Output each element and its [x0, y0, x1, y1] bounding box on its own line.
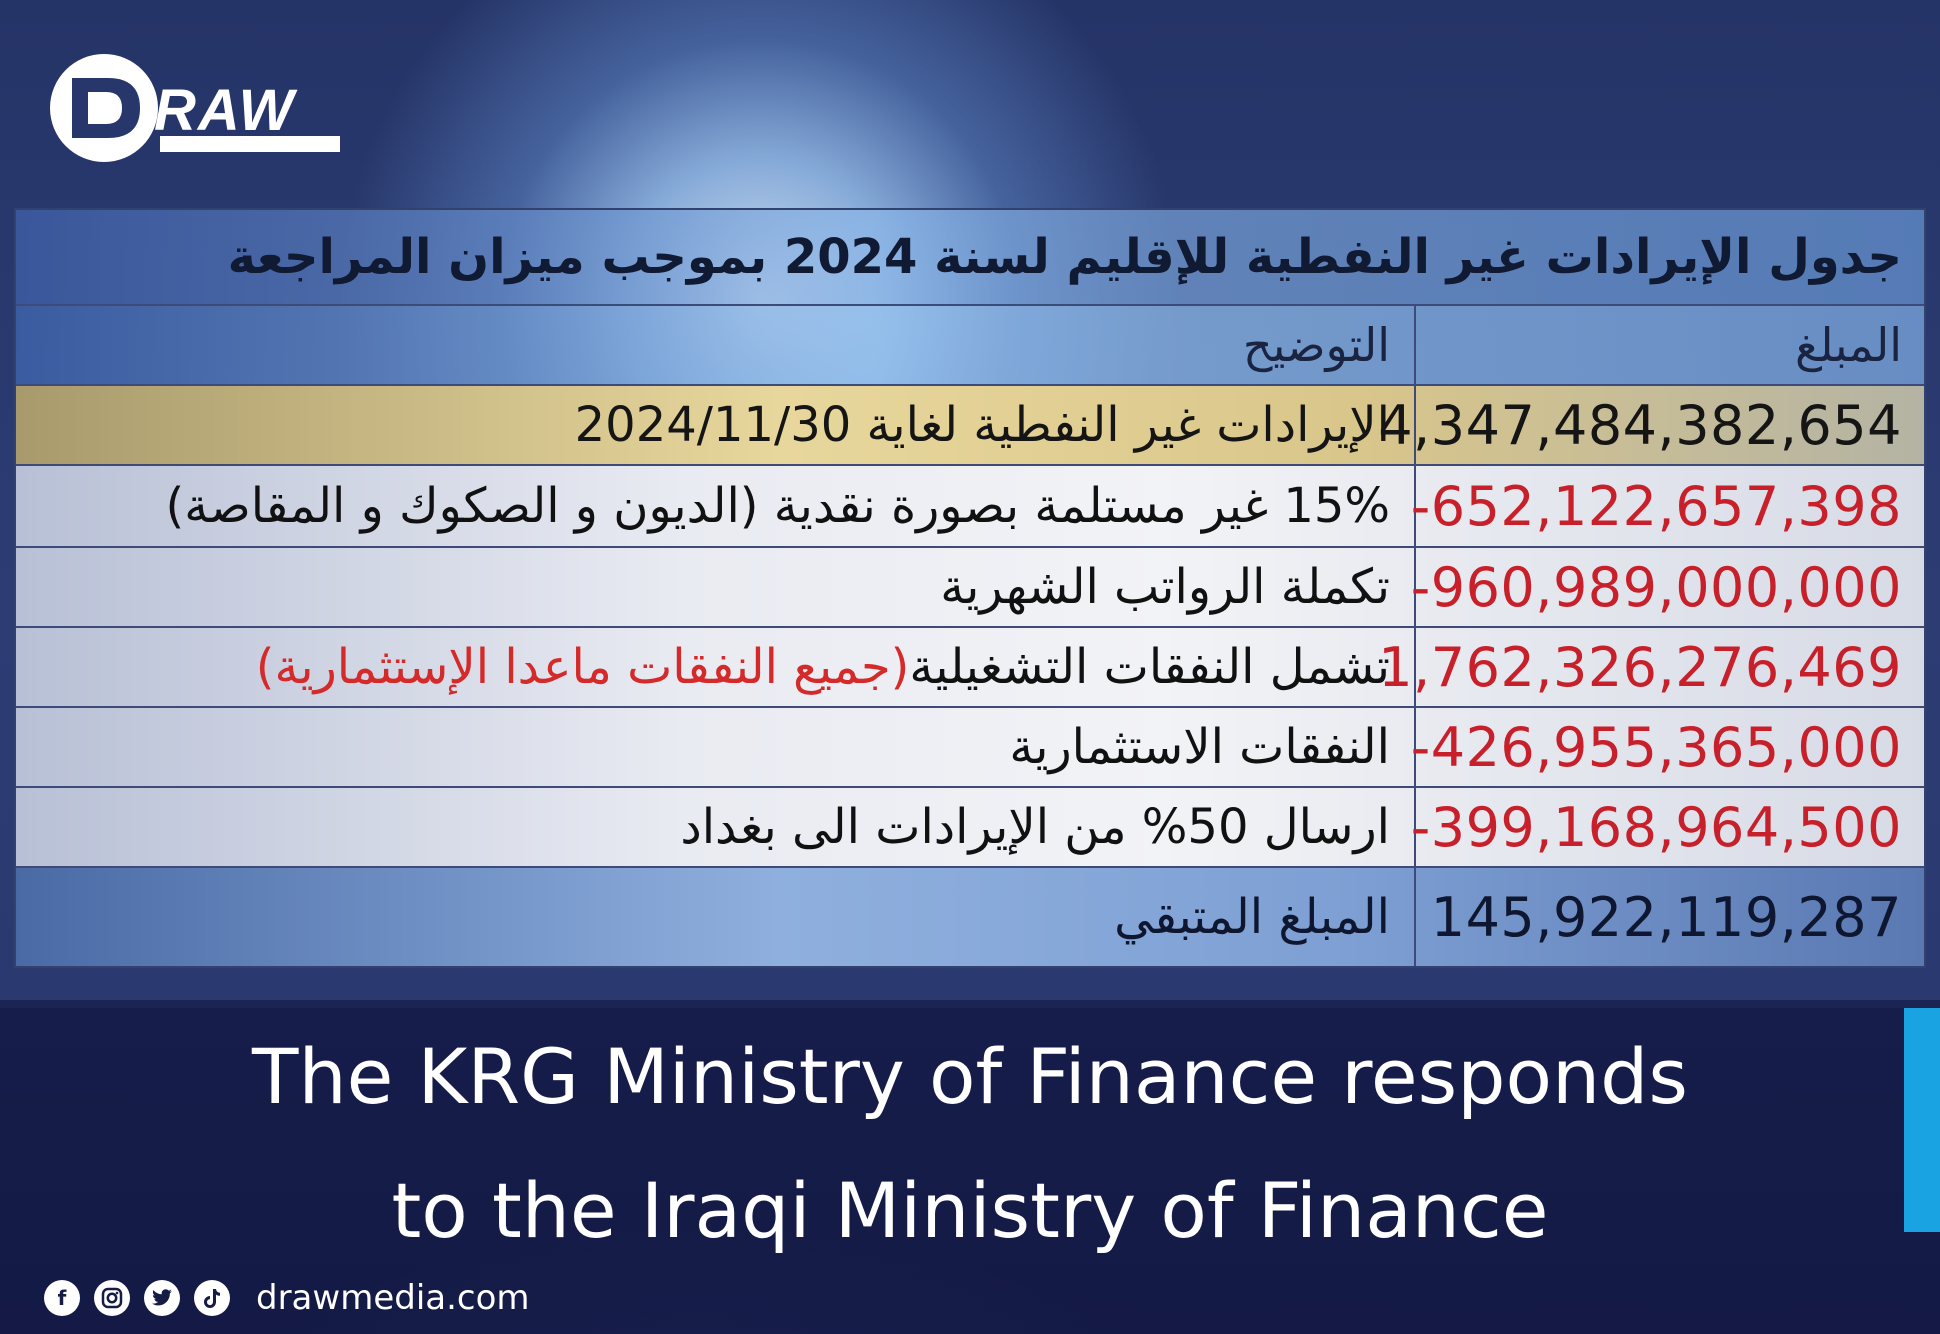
- table-row: -426,955,365,000 النفقات الاستثمارية: [16, 708, 1924, 788]
- website-link[interactable]: drawmedia.com: [256, 1278, 530, 1318]
- row-description: 15% غير مستلمة بصورة نقدية (الديون و الص…: [165, 478, 1390, 534]
- row-description: ارسال 50% من الإيرادات الى بغداد: [680, 799, 1390, 855]
- social-bar: f drawmedia.com: [44, 1278, 530, 1318]
- header-description: التوضيح: [1242, 318, 1390, 372]
- instagram-icon[interactable]: [94, 1280, 130, 1316]
- revenue-table: جدول الإيرادات غير النفطية للإقليم لسنة …: [14, 208, 1926, 968]
- headline-line-1: The KRG Ministry of Finance responds: [252, 1032, 1688, 1121]
- svg-text:RAW: RAW: [154, 78, 298, 143]
- row-amount: -652,122,657,398: [1411, 466, 1924, 546]
- row-description: الإيرادات غير النفطية لغاية 2024/11/30: [574, 397, 1390, 453]
- row-description-note: (جميع النفقات ماعدا الإستثمارية): [255, 639, 910, 695]
- table-row: -652,122,657,398 15% غير مستلمة بصورة نق…: [16, 466, 1924, 548]
- tiktok-icon[interactable]: [194, 1280, 230, 1316]
- table-header-row: المبلغ التوضيح: [16, 306, 1924, 386]
- table-row: 1,762,326,276,469 تشمل النفقات التشغيلية…: [16, 628, 1924, 708]
- row-amount: -426,955,365,000: [1411, 708, 1924, 786]
- table-total-row: 145,922,119,287 المبلغ المتبقي: [16, 868, 1924, 966]
- table-row: -960,989,000,000 تكملة الرواتب الشهرية: [16, 548, 1924, 628]
- table-title: جدول الإيرادات غير النفطية للإقليم لسنة …: [227, 229, 1902, 285]
- header-amount: المبلغ: [1414, 306, 1924, 384]
- accent-bar: [1904, 1008, 1940, 1232]
- row-description: النفقات الاستثمارية: [1009, 719, 1390, 775]
- headline: The KRG Ministry of Finance responds to …: [200, 1010, 1740, 1278]
- row-description: تشمل النفقات التشغيلية (جميع النفقات ماع…: [16, 628, 1414, 706]
- row-amount: 4,347,484,382,654: [1378, 386, 1924, 464]
- row-description: تكملة الرواتب الشهرية: [940, 559, 1390, 615]
- headline-line-2: to the Iraqi Ministry of Finance: [391, 1166, 1549, 1255]
- row-amount: -399,168,964,500: [1411, 788, 1924, 866]
- table-row: 4,347,484,382,654 الإيرادات غير النفطية …: [16, 386, 1924, 466]
- table-row: -399,168,964,500 ارسال 50% من الإيرادات …: [16, 788, 1924, 868]
- twitter-icon[interactable]: [144, 1280, 180, 1316]
- facebook-icon[interactable]: f: [44, 1280, 80, 1316]
- row-description-main: تشمل النفقات التشغيلية: [909, 639, 1390, 695]
- headline-panel: [0, 1008, 1940, 1334]
- row-amount: 1,762,326,276,469: [1378, 628, 1924, 706]
- row-description: المبلغ المتبقي: [1114, 889, 1390, 945]
- row-amount: 145,922,119,287: [1414, 868, 1924, 966]
- row-amount: -960,989,000,000: [1411, 548, 1924, 626]
- table-title-row: جدول الإيرادات غير النفطية للإقليم لسنة …: [16, 210, 1924, 306]
- draw-logo: RAW: [50, 54, 340, 162]
